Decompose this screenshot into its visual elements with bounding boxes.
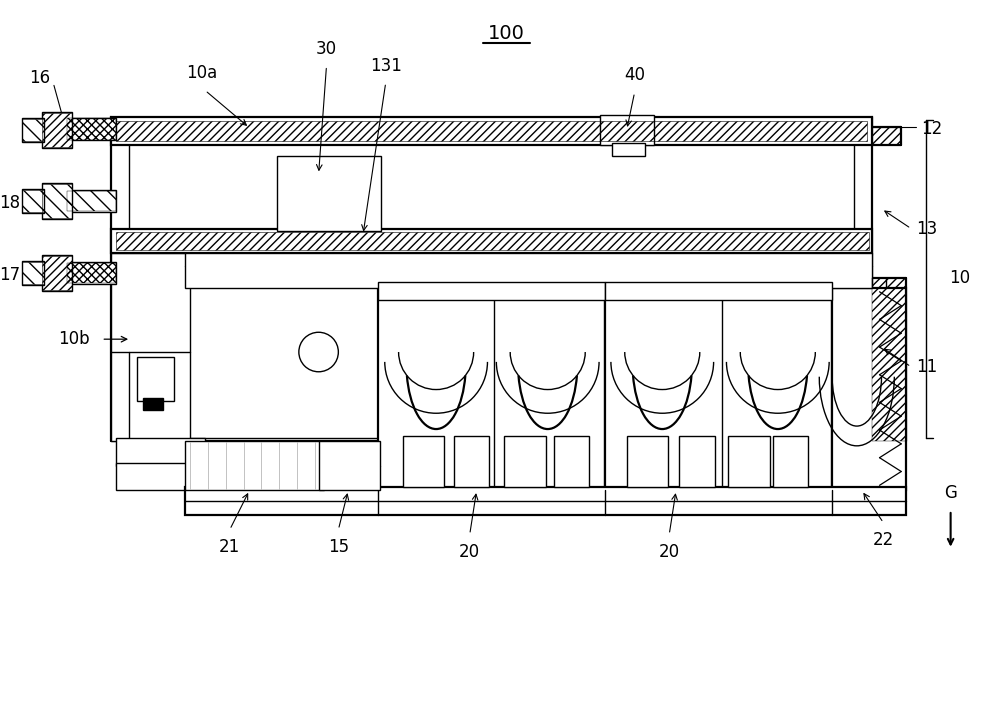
Text: 21: 21 bbox=[219, 538, 240, 556]
Bar bbox=[116, 231, 869, 250]
Text: 12: 12 bbox=[921, 119, 942, 138]
Text: 20: 20 bbox=[459, 542, 480, 561]
Bar bbox=[143, 399, 163, 410]
Bar bbox=[832, 288, 906, 490]
Bar bbox=[277, 156, 381, 230]
Bar bbox=[605, 282, 832, 300]
Text: 30: 30 bbox=[316, 40, 337, 58]
Bar bbox=[42, 112, 72, 148]
Text: 10: 10 bbox=[949, 269, 970, 287]
Bar bbox=[67, 118, 116, 140]
Text: 10a: 10a bbox=[186, 64, 218, 83]
Bar bbox=[403, 436, 444, 487]
Bar bbox=[773, 436, 808, 487]
Text: 18: 18 bbox=[0, 194, 20, 212]
Bar bbox=[872, 278, 906, 441]
Text: 13: 13 bbox=[916, 220, 937, 238]
Bar bbox=[554, 436, 589, 487]
Bar bbox=[116, 462, 205, 490]
Bar bbox=[22, 119, 44, 141]
Text: 100: 100 bbox=[488, 23, 525, 42]
Bar bbox=[185, 487, 906, 515]
Text: 16: 16 bbox=[29, 69, 50, 88]
Bar bbox=[67, 190, 116, 212]
Text: 10b: 10b bbox=[58, 330, 89, 348]
Bar bbox=[42, 256, 72, 290]
Text: 15: 15 bbox=[328, 538, 349, 556]
Text: 131: 131 bbox=[370, 57, 402, 74]
Bar bbox=[67, 262, 116, 284]
Bar bbox=[22, 261, 44, 285]
Bar bbox=[728, 436, 770, 487]
Bar bbox=[378, 282, 605, 300]
Bar bbox=[22, 189, 44, 213]
Bar bbox=[378, 288, 605, 490]
Bar bbox=[612, 143, 645, 156]
Bar bbox=[319, 441, 380, 490]
Text: 11: 11 bbox=[916, 358, 937, 376]
Bar bbox=[185, 253, 872, 288]
Bar bbox=[111, 228, 872, 253]
Bar bbox=[454, 436, 489, 487]
Text: 40: 40 bbox=[624, 66, 645, 84]
Bar bbox=[67, 191, 116, 211]
Bar bbox=[67, 118, 116, 140]
Text: 17: 17 bbox=[0, 266, 20, 284]
Bar bbox=[42, 255, 72, 291]
Bar bbox=[22, 118, 44, 141]
Bar bbox=[22, 190, 44, 212]
Bar bbox=[22, 262, 44, 284]
Bar bbox=[116, 121, 867, 141]
Bar bbox=[137, 357, 174, 402]
Bar bbox=[185, 441, 324, 490]
Bar bbox=[42, 113, 72, 146]
Bar bbox=[600, 115, 654, 145]
Bar bbox=[872, 127, 901, 145]
Text: G: G bbox=[944, 484, 957, 502]
Bar bbox=[111, 117, 872, 145]
Bar bbox=[504, 436, 546, 487]
Bar bbox=[116, 438, 205, 466]
Bar bbox=[605, 288, 832, 490]
Text: 22: 22 bbox=[873, 531, 894, 549]
Bar bbox=[67, 263, 116, 283]
Bar bbox=[111, 253, 190, 441]
Bar bbox=[42, 184, 72, 218]
Bar bbox=[627, 436, 668, 487]
Bar bbox=[42, 183, 72, 218]
Text: 20: 20 bbox=[659, 542, 680, 561]
Bar bbox=[679, 436, 715, 487]
